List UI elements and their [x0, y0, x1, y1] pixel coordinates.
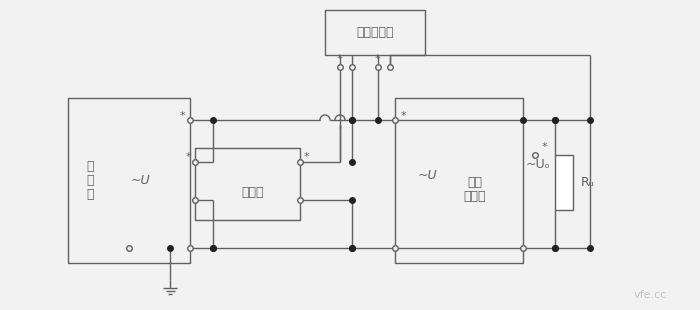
Text: ~Uₒ: ~Uₒ: [525, 158, 550, 171]
Text: *: *: [304, 152, 309, 162]
Text: vfe.cc: vfe.cc: [634, 290, 666, 300]
Text: 电压: 电压: [468, 176, 482, 189]
Text: 变送器: 变送器: [463, 190, 486, 203]
Text: 源: 源: [86, 188, 94, 201]
Text: 号: 号: [86, 174, 94, 187]
Text: *: *: [374, 54, 380, 64]
Bar: [555, 155, 573, 210]
Text: *: *: [336, 54, 342, 64]
Bar: [68, 98, 190, 263]
Bar: [195, 148, 300, 220]
Text: 标准相位计: 标准相位计: [356, 26, 393, 39]
Text: *: *: [401, 111, 407, 121]
Text: ~U: ~U: [417, 169, 437, 182]
Text: ~U: ~U: [130, 174, 150, 187]
Bar: [325, 10, 425, 55]
Text: *: *: [179, 111, 185, 121]
Text: Rᵤ: Rᵤ: [581, 176, 595, 189]
Bar: [395, 98, 523, 263]
Text: 分压器: 分压器: [241, 185, 264, 198]
Text: 信: 信: [86, 160, 94, 173]
Text: *: *: [541, 142, 547, 152]
Text: *: *: [186, 152, 191, 162]
